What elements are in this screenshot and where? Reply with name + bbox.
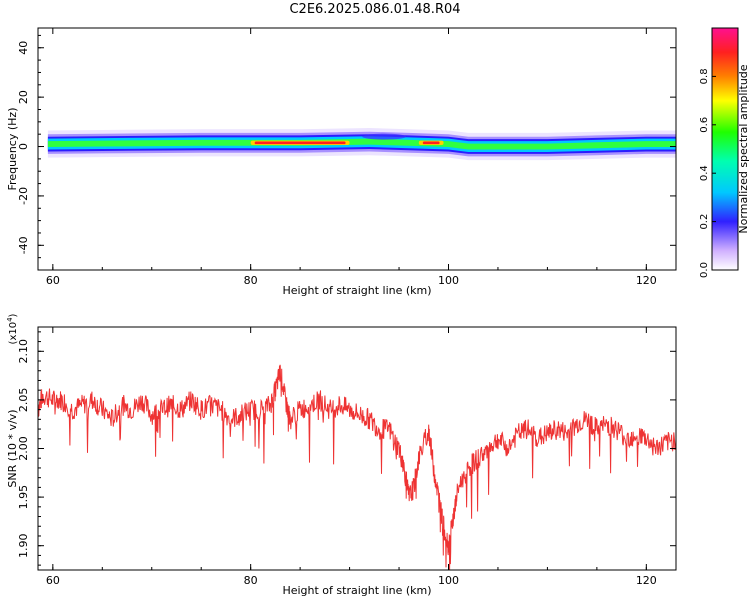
peak-region-core-0 bbox=[254, 141, 346, 145]
bot-ytick-label-4: 1.90 bbox=[17, 533, 30, 558]
bot-xaxis-label: Height of straight line (km) bbox=[282, 584, 431, 597]
colorbar-tick-label-2: 0.4 bbox=[699, 165, 710, 181]
bot-xtick-label-1: 80 bbox=[244, 574, 258, 587]
band-bump bbox=[362, 133, 407, 140]
top-ytick-label-3: -20 bbox=[17, 187, 30, 205]
colorbar-tick-label-0: 0.0 bbox=[699, 262, 710, 278]
colorbar-gradient bbox=[711, 27, 739, 271]
bot-ytick-label-0: 2.10 bbox=[17, 339, 30, 364]
band-core bbox=[47, 138, 676, 150]
bot-yaxis-label: SNR (10 * v/v) bbox=[6, 409, 19, 487]
top-xtick-label-0: 60 bbox=[46, 274, 60, 287]
bot-xtick-label-0: 60 bbox=[46, 574, 60, 587]
spectrogram-panel: 60 80 100 120 40 20 0 -20 -40 Height of straight … bbox=[6, 27, 677, 297]
snr-line-panel: 60 80 100 120 2.10 2.05 2.00 1.95 1.90 Height of … bbox=[6, 313, 677, 597]
top-xaxis-label: Height of straight line (km) bbox=[282, 284, 431, 297]
chart-title: C2E6.2025.086.01.48.R04 bbox=[289, 2, 461, 17]
bot-ytick-label-1: 2.05 bbox=[17, 388, 30, 413]
colorbar-tick-label-1: 0.2 bbox=[699, 214, 710, 230]
bot-yscale-label: (x104) bbox=[6, 313, 19, 344]
bottom-plot-frame bbox=[37, 326, 677, 571]
spectral-band bbox=[47, 128, 676, 161]
colorbar: 0.0 0.2 0.4 0.6 0.8 Normalized spectral ampli… bbox=[699, 27, 750, 278]
snr-series-group bbox=[38, 364, 676, 570]
snr-series-line bbox=[38, 364, 676, 570]
colorbar-tick-label-3: 0.6 bbox=[699, 117, 710, 133]
bot-xtick-label-3: 120 bbox=[636, 574, 657, 587]
top-yaxis-label: Frequency (Hz) bbox=[6, 108, 19, 191]
bot-xtick-label-2: 100 bbox=[438, 574, 459, 587]
top-ytick-label-4: -40 bbox=[17, 236, 30, 254]
colorbar-tick-label-4: 0.8 bbox=[699, 68, 710, 84]
bot-ytick-label-2: 2.00 bbox=[17, 436, 30, 461]
top-ytick-label-2: 0 bbox=[17, 143, 30, 150]
top-ytick-label-1: 20 bbox=[17, 90, 30, 104]
top-ytick-label-0: 40 bbox=[17, 41, 30, 55]
top-xtick-label-3: 120 bbox=[636, 274, 657, 287]
colorbar-label: Normalized spectral amplitude bbox=[737, 64, 750, 233]
top-xtick-label-1: 80 bbox=[244, 274, 258, 287]
top-plot-frame bbox=[37, 27, 677, 271]
peak-region-core-1 bbox=[422, 141, 440, 145]
bot-ytick-label-3: 1.95 bbox=[17, 485, 30, 510]
top-xtick-label-2: 100 bbox=[438, 274, 459, 287]
